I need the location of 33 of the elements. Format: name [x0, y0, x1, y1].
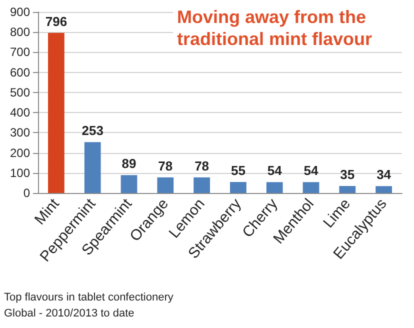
data-label: 78	[158, 158, 173, 174]
y-tick-label: 0	[23, 186, 30, 200]
bar	[339, 186, 356, 193]
bar	[376, 186, 392, 193]
bar	[84, 142, 101, 193]
y-tick-label: 500	[10, 85, 30, 100]
data-label: 78	[194, 158, 210, 174]
bar	[120, 175, 138, 193]
data-label: 89	[122, 156, 136, 172]
y-tick-label: 700	[10, 45, 30, 60]
bar	[157, 177, 174, 193]
bar	[48, 32, 64, 193]
data-label: 253	[82, 123, 104, 138]
chart-title: Moving away from the traditional mint flavour	[177, 7, 372, 49]
y-tick-label: 600	[10, 65, 30, 80]
data-label: 54	[304, 163, 319, 178]
data-label: 34	[376, 167, 392, 182]
text: Top flavours in tablet confectionery	[4, 292, 174, 304]
y-tick-label: 900	[10, 5, 30, 19]
bar	[194, 177, 210, 193]
bar	[230, 182, 246, 193]
bar	[302, 182, 320, 193]
y-tick-label: 300	[10, 126, 30, 140]
text: Global - 2010/2013 to date	[4, 308, 134, 320]
y-tick-label: 100	[10, 166, 30, 180]
y-tick-label: 200	[10, 146, 30, 160]
data-label: 54	[267, 163, 283, 178]
bar	[266, 182, 283, 193]
y-tick-label: 800	[10, 25, 30, 40]
data-label: 796	[45, 14, 68, 29]
data-label: 35	[340, 166, 355, 182]
y-tick-label: 400	[10, 106, 30, 120]
data-label: 55	[230, 162, 246, 178]
